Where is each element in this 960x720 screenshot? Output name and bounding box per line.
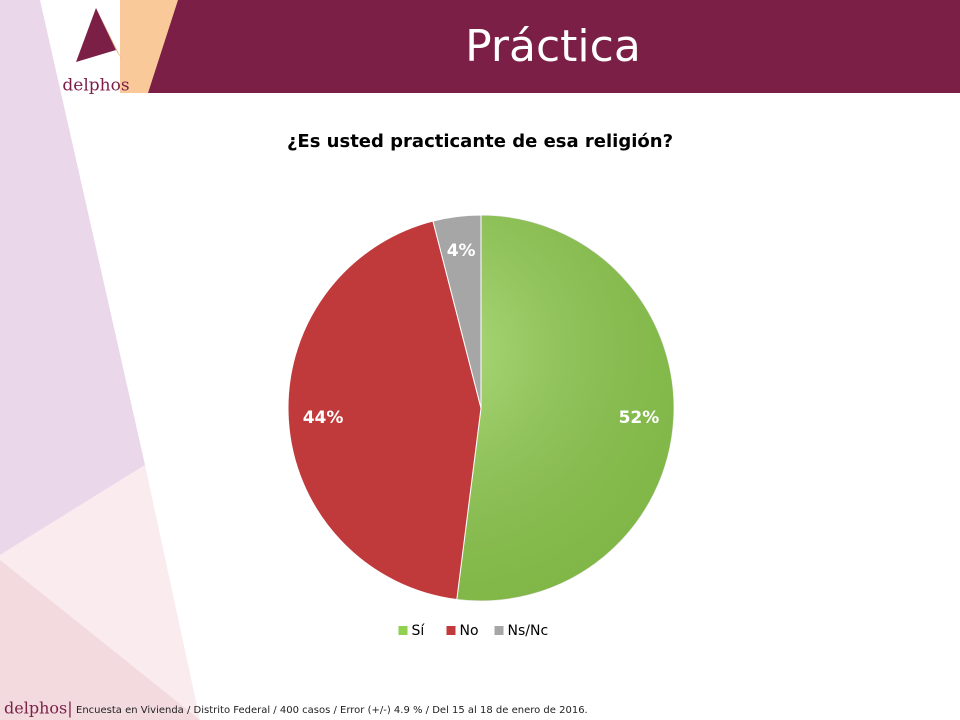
pie-slice xyxy=(287,220,482,601)
bg-shape xyxy=(120,0,180,93)
legend-label: Ns/Nc xyxy=(508,623,549,639)
data-label: 4% xyxy=(447,241,476,261)
logo-mark xyxy=(96,8,122,60)
legend-label: Sí xyxy=(412,623,426,639)
legend-swatch xyxy=(446,626,456,635)
logo-text: delphos xyxy=(62,76,129,96)
data-label: 44% xyxy=(303,408,344,428)
legend-swatch xyxy=(398,626,408,635)
slide-title: Práctica xyxy=(465,21,641,72)
data-label: 52% xyxy=(619,408,660,428)
legend-swatch xyxy=(494,626,504,635)
footer-brand: delphos| xyxy=(4,699,73,718)
pie: 52% 44% 4% xyxy=(287,214,675,602)
legend: Sí No Ns/Nc xyxy=(398,623,549,639)
bg-shape xyxy=(0,0,145,555)
header-bar xyxy=(148,0,960,93)
chart-title: ¿Es usted practicante de esa religión? xyxy=(287,131,673,152)
legend-label: No xyxy=(460,623,479,639)
footer-note: Encuesta en Vivienda / Distrito Federal … xyxy=(76,705,588,716)
bg-shape xyxy=(0,560,200,720)
pie-slice xyxy=(432,214,482,409)
logo-mark xyxy=(76,8,116,62)
